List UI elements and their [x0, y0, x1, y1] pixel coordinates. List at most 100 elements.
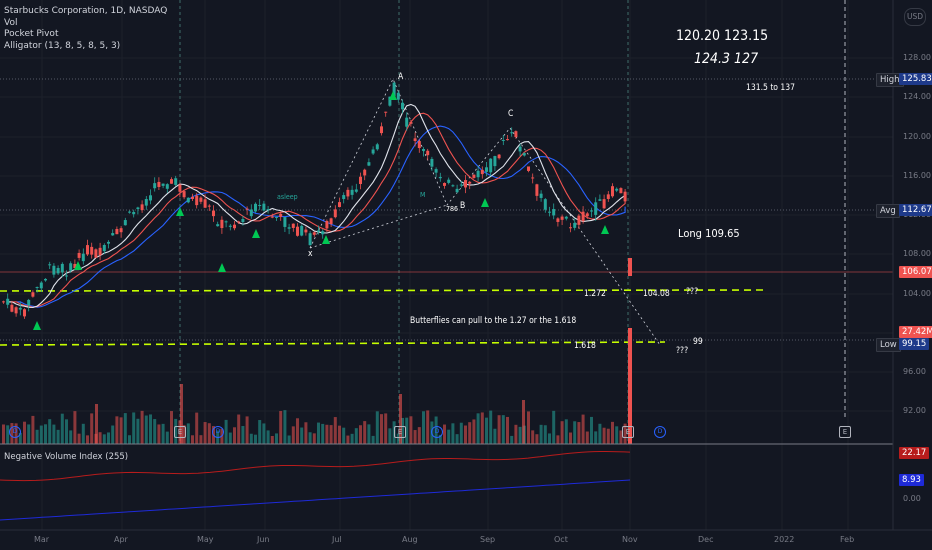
candle-body: [312, 232, 316, 235]
candle-body: [606, 194, 610, 199]
volume-bar: [258, 420, 262, 444]
candle-body: [304, 229, 308, 233]
candle-body: [291, 223, 295, 228]
candle-body: [602, 199, 606, 209]
pocket-pivot-marker: [322, 235, 330, 244]
avg-tag-label: Avg: [876, 204, 900, 218]
candle-body: [577, 215, 581, 225]
volume-bar: [459, 422, 463, 444]
volume-bar: [426, 410, 430, 444]
candle-body: [619, 188, 623, 194]
candle-body: [501, 140, 505, 142]
candle-body: [564, 216, 568, 219]
price-tick-label: 120.00: [903, 132, 931, 141]
price-tick-label: 96.00: [903, 367, 926, 376]
dividend-badge[interactable]: D: [9, 426, 21, 438]
volume-bar: [611, 421, 614, 444]
candle-body: [111, 233, 115, 236]
gap-candle: [628, 258, 632, 276]
butterfly-note: Butterflies can pull to the 1.27 or the …: [410, 316, 577, 326]
fib-1272-line: [0, 289, 766, 292]
candle-body: [39, 282, 43, 289]
volume-bar: [107, 432, 110, 444]
volume-bar: [308, 432, 312, 444]
time-tick-label: Dec: [698, 535, 714, 544]
last-price-tag: 106.07: [899, 266, 932, 278]
currency-button[interactable]: USD: [904, 8, 926, 26]
volume-bar: [522, 400, 525, 444]
earnings-badge[interactable]: E: [394, 426, 406, 438]
volume-bar: [18, 432, 22, 444]
volume-bar: [510, 435, 514, 444]
volume-bar: [602, 427, 606, 444]
volume-bar: [527, 411, 530, 444]
volume-bar: [342, 427, 346, 444]
candle-body: [60, 263, 64, 273]
volume-bar: [455, 434, 459, 444]
nvi-zero-label: 0.00: [903, 494, 921, 503]
nvi-value-tag: 22.17: [899, 447, 930, 459]
volume-bar: [174, 418, 178, 444]
volume-bar: [95, 404, 98, 444]
volume-bar: [270, 435, 274, 444]
candle-body: [464, 180, 467, 188]
candle-body: [342, 195, 346, 200]
candle-body: [216, 224, 220, 227]
candle-body: [422, 148, 425, 151]
volume-bar: [485, 417, 488, 444]
dividend-badge[interactable]: D: [654, 426, 666, 438]
time-tick-label: Mar: [34, 535, 50, 544]
nvi-legend[interactable]: Negative Volume Index (255): [4, 452, 129, 462]
volume-bar: [56, 429, 60, 444]
candle-body: [426, 150, 430, 156]
candle-body: [296, 226, 299, 236]
price-tick-label: 92.00: [903, 406, 926, 415]
volume-bar: [170, 411, 173, 444]
asleep-label: asleep: [277, 193, 298, 201]
volume-bar: [506, 416, 509, 444]
volume-bar: [180, 384, 183, 444]
volume-bar: [350, 433, 354, 444]
volume-bar: [31, 415, 35, 444]
volume-bar: [119, 417, 123, 444]
range-text: 131.5 to 137: [746, 83, 796, 93]
vol-legend[interactable]: Vol: [4, 17, 18, 28]
volume-bar: [472, 419, 476, 444]
volume-bar: [283, 410, 287, 444]
volume-bar: [489, 410, 493, 444]
volume-bar: [65, 419, 68, 444]
volume-bar: [157, 424, 161, 444]
symbol-title[interactable]: Starbucks Corporation, 1D, NASDAQ: [4, 6, 168, 16]
volume-bar: [375, 411, 379, 444]
question-label-2: ???: [676, 346, 689, 356]
earnings-badge[interactable]: E: [622, 426, 634, 438]
candle-body: [543, 199, 547, 210]
candle-body: [86, 245, 89, 255]
candle-body: [401, 102, 404, 110]
pocket-pivot-markers: [33, 91, 609, 330]
candle-body: [510, 132, 514, 134]
candle-body: [375, 144, 379, 150]
candle-body: [392, 82, 396, 97]
volume-bar: [228, 432, 232, 444]
dividend-badge[interactable]: D: [431, 426, 443, 438]
candle-body: [249, 209, 253, 217]
candle-body: [35, 287, 39, 289]
volume-bar: [144, 415, 148, 444]
volume-bar: [346, 435, 350, 444]
alligator-legend[interactable]: Alligator (13, 8, 5, 8, 5, 3): [4, 40, 121, 51]
dividend-badge[interactable]: D: [212, 426, 224, 438]
earnings-badge[interactable]: E: [174, 426, 186, 438]
pocket-pivot-legend[interactable]: Pocket Pivot: [4, 29, 59, 39]
volume-bar: [514, 424, 518, 444]
candle-body: [98, 247, 102, 256]
volume-bar: [300, 427, 304, 444]
volume-bar: [401, 417, 404, 444]
volume-bar: [359, 425, 362, 444]
candle-body: [585, 213, 589, 217]
volume-bar: [27, 424, 31, 444]
candle-body: [170, 179, 173, 184]
earnings-badge[interactable]: E: [839, 426, 851, 438]
candle-body: [140, 204, 144, 211]
